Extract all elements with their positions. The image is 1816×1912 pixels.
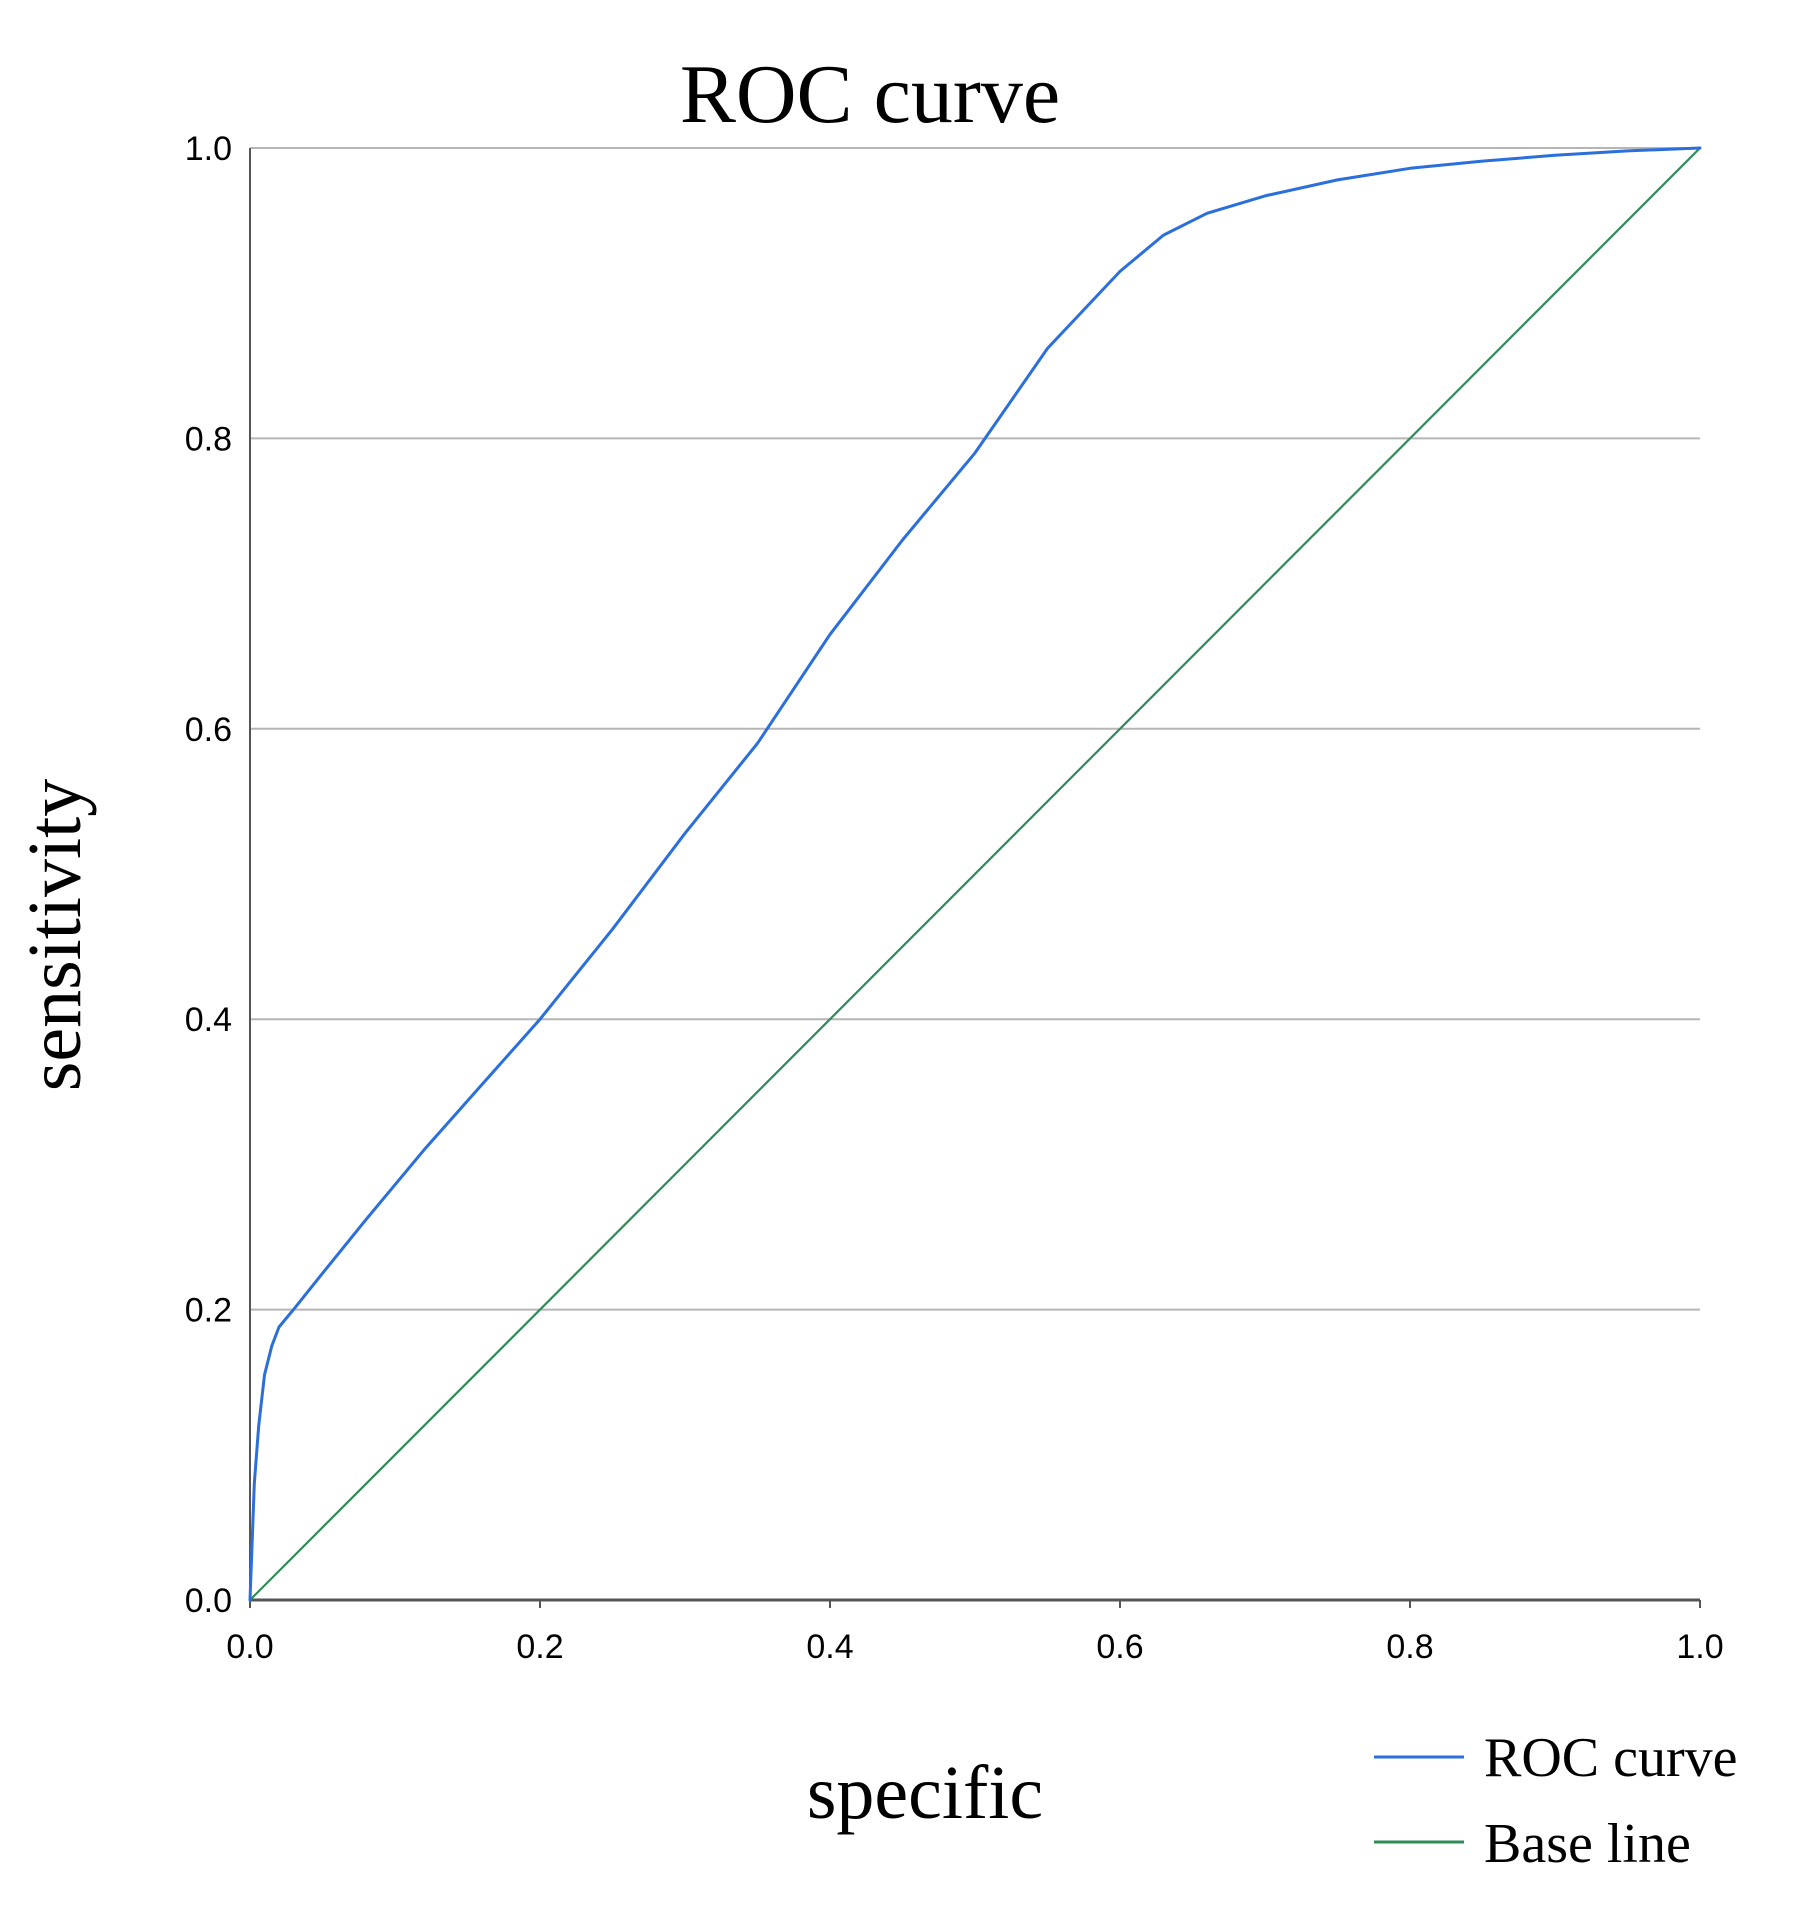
x-tick-label-1: 0.2 <box>516 1628 563 1666</box>
y-tick-label-3: 0.6 <box>185 711 232 749</box>
y-tick-label-1: 0.2 <box>185 1292 232 1330</box>
y-axis-title: sensitivity <box>13 779 97 1091</box>
legend-label-roc: ROC curve <box>1484 1727 1738 1789</box>
y-tick-label-0: 0.0 <box>185 1582 232 1620</box>
roc-curve-line <box>248 146 1702 1602</box>
y-tick-labels: 0.0 0.2 0.4 0.6 0.8 1.0 <box>185 130 232 1620</box>
legend: ROC curve Base line <box>1374 1727 1738 1875</box>
series-lines <box>248 146 1702 1602</box>
axes <box>249 148 1700 1602</box>
grid-lines <box>250 147 1700 1311</box>
legend-label-base: Base line <box>1484 1813 1691 1875</box>
x-axis-title: specific <box>807 1751 1043 1835</box>
x-tick-labels: 0.0 0.2 0.4 0.6 0.8 1.0 <box>226 1600 1724 1666</box>
base-line <box>248 146 1702 1602</box>
y-tick-label-4: 0.8 <box>185 420 232 458</box>
x-tick-label-4: 0.8 <box>1386 1628 1433 1666</box>
chart-title: ROC curve <box>680 48 1060 141</box>
x-tick-label-2: 0.4 <box>806 1628 853 1666</box>
y-tick-label-2: 0.4 <box>185 1001 232 1039</box>
x-tick-label-0: 0.0 <box>226 1628 273 1666</box>
x-tick-label-5: 1.0 <box>1676 1628 1723 1666</box>
y-tick-label-5: 1.0 <box>185 130 232 168</box>
x-tick-label-3: 0.6 <box>1096 1628 1143 1666</box>
